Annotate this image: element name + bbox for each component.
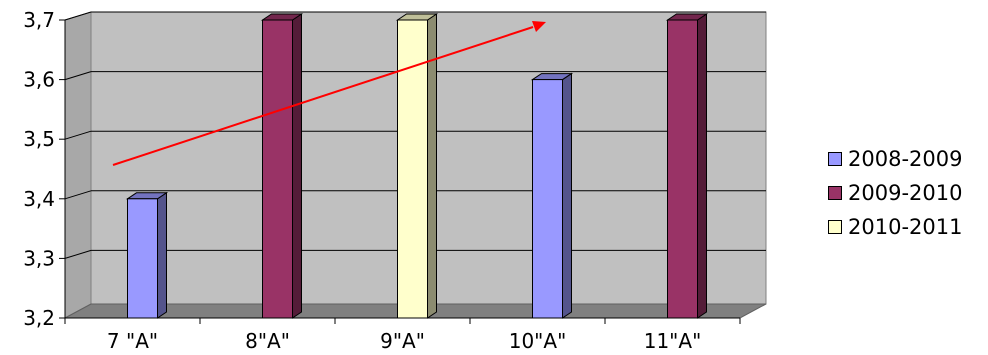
gridline-side bbox=[64, 249, 92, 259]
side-wall bbox=[64, 11, 92, 319]
gridline-side bbox=[64, 190, 92, 200]
y-tick-label: 3,3 bbox=[23, 246, 55, 270]
bar bbox=[260, 13, 304, 319]
y-axis-ticks: 3,2 3,3 3,4 3,5 3,6 3,7 bbox=[23, 8, 55, 330]
y-tick-label: 3,5 bbox=[23, 127, 55, 151]
legend-item-2010-2011: 2010-2011 bbox=[828, 210, 962, 244]
trend-arrow-line bbox=[112, 26, 534, 166]
trend-arrow-head bbox=[532, 21, 546, 32]
gridline-side bbox=[64, 11, 92, 21]
legend-label: 2008-2009 bbox=[848, 147, 963, 171]
bars bbox=[125, 13, 709, 319]
legend-swatch bbox=[828, 186, 842, 200]
y-tick-label: 3,4 bbox=[23, 187, 55, 211]
legend-item-2008-2009: 2008-2009 bbox=[828, 142, 962, 176]
legend-label: 2010-2011 bbox=[848, 215, 963, 239]
bar bbox=[125, 191, 169, 319]
legend: 2008-2009 2009-2010 2010-2011 bbox=[828, 142, 962, 244]
trend-arrow bbox=[112, 21, 546, 166]
legend-swatch bbox=[828, 152, 842, 166]
y-tick-label: 3,7 bbox=[23, 8, 55, 32]
x-tick-label: 10"A" bbox=[509, 329, 567, 353]
legend-item-2009-2010: 2009-2010 bbox=[828, 176, 962, 210]
legend-swatch bbox=[828, 220, 842, 234]
x-tick-label: 11"A" bbox=[644, 329, 702, 353]
y-tick-label: 3,6 bbox=[23, 68, 55, 92]
x-tick-label: 7 "A" bbox=[107, 329, 158, 353]
x-tick-label: 8"A" bbox=[245, 329, 290, 353]
legend-label: 2009-2010 bbox=[848, 181, 963, 205]
gridline-side bbox=[64, 71, 92, 81]
y-tick-label: 3,2 bbox=[23, 306, 55, 330]
x-tick-label: 9"A" bbox=[380, 329, 425, 353]
x-axis-ticks: 7 "A" 8"A" 9"A" 10"A" 11"A" bbox=[107, 329, 701, 353]
gridline-side bbox=[64, 130, 92, 140]
bar bbox=[530, 72, 574, 319]
bar bbox=[665, 13, 709, 319]
